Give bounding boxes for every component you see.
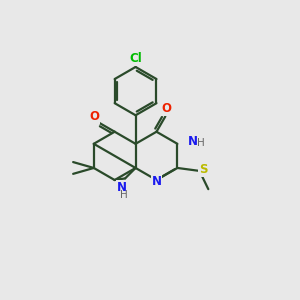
Text: H: H [120,190,128,200]
Text: Cl: Cl [129,52,142,65]
Text: N: N [188,135,198,148]
Text: N: N [117,181,127,194]
Text: O: O [89,110,99,123]
Text: H: H [196,138,204,148]
Text: S: S [199,163,207,176]
Text: N: N [152,175,161,188]
Text: O: O [162,102,172,115]
